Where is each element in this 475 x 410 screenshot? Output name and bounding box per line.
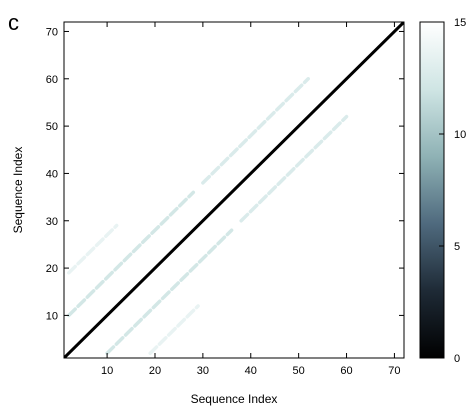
y-axis-ticks: 10 20 30 40 50 60 70 <box>46 26 404 322</box>
colorbar-fill <box>419 21 445 359</box>
x-axis-label: Sequence Index <box>191 392 278 406</box>
y-tick-label: 30 <box>46 216 58 228</box>
y-tick-label: 40 <box>46 168 58 180</box>
band-5 <box>67 223 119 275</box>
band-2 <box>105 228 234 356</box>
colorbar-tick-label: 10 <box>454 129 466 141</box>
x-tick-label: 20 <box>149 365 161 377</box>
colorbar-tick-label: 0 <box>454 353 460 365</box>
y-tick-label: 10 <box>46 310 58 322</box>
x-tick-label: 40 <box>245 365 257 377</box>
x-tick-label: 50 <box>293 365 305 377</box>
colorbar-tick-label: 5 <box>454 241 460 253</box>
colorbar-ticks: 0 5 10 15 <box>439 17 466 365</box>
x-tick-label: 70 <box>388 365 400 377</box>
x-tick-label: 10 <box>101 365 113 377</box>
plot-frame <box>63 21 405 359</box>
colorbar: 0 5 10 15 <box>419 17 466 365</box>
y-tick-label: 60 <box>46 74 58 86</box>
x-axis-ticks: 10 20 30 40 50 60 70 <box>101 22 401 377</box>
y-axis-label: Sequence Index <box>11 147 25 234</box>
offdiagonal-bands <box>67 77 349 356</box>
heatmap-area <box>64 22 404 358</box>
y-tick-label: 70 <box>46 26 58 38</box>
colorbar-tick-label: 15 <box>454 17 466 29</box>
band-1 <box>67 190 196 318</box>
band-4 <box>239 114 349 223</box>
band-3 <box>201 77 310 185</box>
main-diagonal <box>64 22 404 358</box>
panel-label: c <box>8 10 19 35</box>
x-tick-label: 30 <box>197 365 209 377</box>
band-6 <box>148 304 200 356</box>
y-tick-label: 50 <box>46 121 58 133</box>
y-tick-label: 20 <box>46 263 58 275</box>
x-tick-label: 60 <box>340 365 352 377</box>
